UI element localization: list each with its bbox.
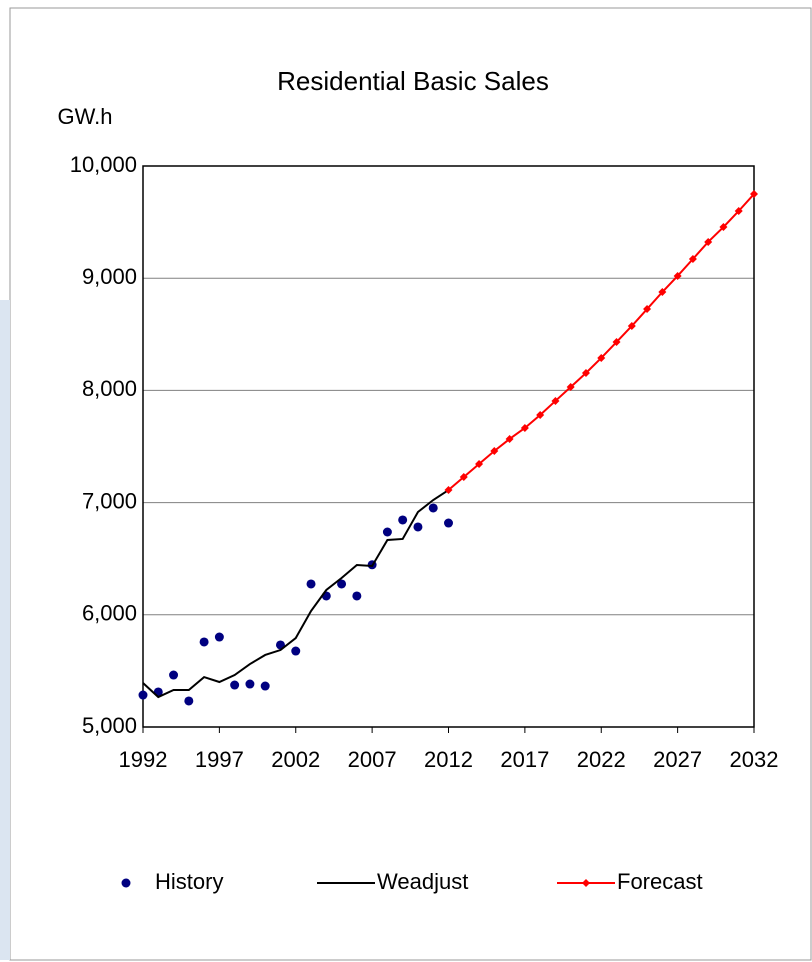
y-tick-label: 7,000 [82, 488, 137, 513]
history-point [337, 579, 347, 589]
history-point [169, 670, 179, 680]
history-point [428, 503, 438, 513]
side-band [0, 300, 10, 960]
forecast-marker [566, 383, 575, 392]
y-tick-label: 6,000 [82, 601, 137, 626]
forecast-marker [459, 473, 468, 482]
history-point [382, 527, 392, 537]
forecast-marker [581, 369, 590, 378]
forecast-marker [734, 206, 743, 215]
history-point [230, 680, 240, 690]
legend-swatch [121, 878, 131, 888]
y-tick-label: 8,000 [82, 376, 137, 401]
x-tick-label: 2022 [577, 747, 626, 772]
forecast-marker [612, 338, 621, 347]
history-point [398, 515, 408, 525]
legend-marker [582, 879, 590, 887]
x-tick-label: 2017 [500, 747, 549, 772]
forecast-marker [643, 305, 652, 314]
forecast-marker [520, 423, 529, 432]
history-point [306, 579, 316, 589]
x-tick-label: 1992 [119, 747, 168, 772]
x-tick-label: 2007 [348, 747, 397, 772]
y-tick-label: 9,000 [82, 264, 137, 289]
history-point [214, 632, 224, 642]
history-point [199, 637, 209, 647]
forecast-marker [475, 460, 484, 469]
legend-label: Weadjust [377, 869, 468, 894]
forecast-marker [551, 396, 560, 405]
x-tick-label: 1997 [195, 747, 244, 772]
forecast-marker [627, 321, 636, 330]
legend-label: History [155, 869, 223, 894]
x-tick-label: 2027 [653, 747, 702, 772]
history-point [352, 591, 362, 601]
history-point [184, 696, 194, 706]
forecast-marker [658, 288, 667, 297]
history-point [413, 522, 423, 532]
x-tick-label: 2032 [730, 747, 779, 772]
plot-frame [142, 165, 755, 728]
history-point [138, 690, 148, 700]
y-axis-label: GW.h [57, 104, 112, 129]
forecast-marker [597, 353, 606, 362]
forecast-marker [673, 271, 682, 280]
forecast-marker [704, 237, 713, 246]
y-tick-label: 10,000 [70, 152, 137, 177]
x-tick-label: 2002 [271, 747, 320, 772]
forecast-marker [444, 486, 453, 495]
y-tick-label: 5,000 [82, 713, 137, 738]
forecast-marker [719, 223, 728, 232]
forecast-marker [536, 410, 545, 419]
series-line [142, 489, 450, 699]
history-point [245, 679, 255, 689]
history-point [260, 681, 270, 691]
forecast-marker [688, 255, 697, 264]
legend-label: Forecast [617, 869, 703, 894]
x-tick-label: 2012 [424, 747, 473, 772]
forecast-marker [505, 434, 514, 443]
history-point [444, 518, 453, 528]
forecast-marker [750, 190, 758, 199]
forecast-marker [490, 446, 499, 455]
chart-frame [9, 7, 812, 961]
chart-title: Residential Basic Sales [277, 66, 549, 96]
history-point [291, 646, 301, 656]
